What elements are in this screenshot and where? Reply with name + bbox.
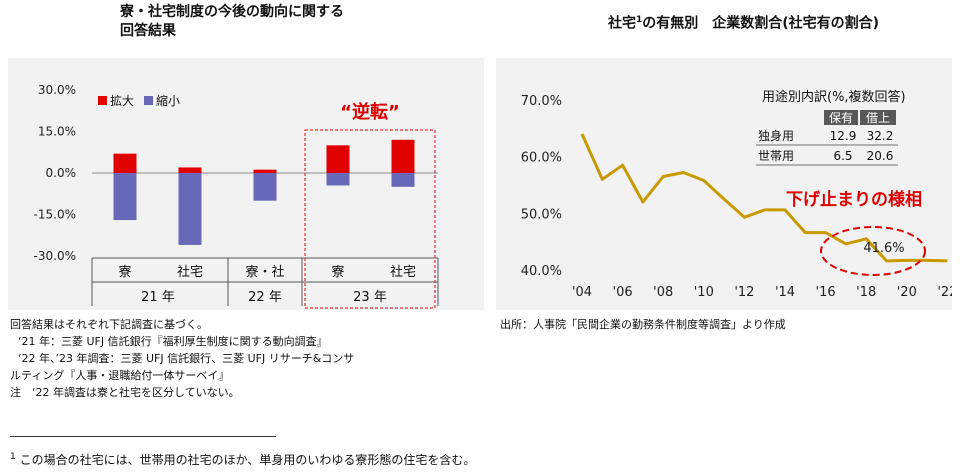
bar-expand: [391, 139, 415, 173]
category-label: 社宅: [390, 264, 416, 280]
note-line: 注 ‘22 年調査は寮と社宅を区分していない。: [10, 386, 240, 399]
inset-row-label: 独身用: [758, 128, 794, 143]
line-chart: 70.0% 60.0% 50.0% 40.0% '04 '06 '08 '10 '12 '14 '1…: [521, 89, 958, 300]
inset-title: 用途別内訳(%,複数回答): [762, 89, 906, 105]
reversal-annotation: “逆転”: [340, 101, 400, 123]
legend-label-shrink: 縮小: [156, 93, 180, 108]
group-label: 23 年: [353, 290, 387, 305]
bar-shrink: [113, 173, 137, 221]
floor-annotation: 下げ止まりの様相: [786, 189, 922, 210]
right-title-footnote-mark: 1: [636, 15, 643, 25]
bar-shrink: [178, 173, 202, 245]
inset-value: 6.5: [833, 149, 852, 163]
y-tick-label: -15.0%: [34, 208, 76, 222]
x-tick-label: '12: [734, 285, 754, 300]
bar-shrink: [253, 173, 277, 201]
right-title-main: 社宅: [608, 15, 636, 32]
x-tick-label: '18: [856, 285, 876, 300]
x-tick-label: '10: [694, 285, 714, 300]
y-tick-label: 40.0%: [521, 264, 562, 279]
bar-shrink: [391, 173, 415, 187]
bar-expand: [326, 145, 350, 173]
left-notes: 回答結果はそれぞれ下記調査に基づく。 ‘21 年：三菱 UFJ 信託銀行『福利厚…: [10, 316, 354, 401]
y-tick-label: 70.0%: [521, 94, 562, 109]
y-tick-label: 50.0%: [521, 207, 562, 222]
category-label: 寮: [118, 264, 131, 280]
y-tick-label: 0.0%: [46, 166, 77, 180]
inset-header-cell: [824, 110, 858, 125]
highlight-box-2023: [304, 129, 436, 309]
y-tick-label: 60.0%: [521, 151, 562, 166]
inset-value: 12.9: [830, 129, 857, 143]
x-tick-label: '16: [816, 285, 836, 300]
footnote-text: この場合の社宅には、世帯用の社宅のほか、単身用のいわゆる寮形態の住宅を含む。: [19, 453, 476, 467]
legend-swatch-expand: [98, 96, 107, 105]
inset-value: 20.6: [867, 149, 894, 163]
bar-shrink: [326, 173, 350, 186]
category-label: 寮・社: [245, 264, 284, 280]
x-tick-label: '08: [653, 285, 673, 300]
x-tick-label: '20: [897, 285, 917, 300]
legend-swatch-shrink: [144, 96, 153, 105]
note-line: ‘21 年：三菱 UFJ 信託銀行『福利厚生制度に関する動向調査』: [18, 335, 328, 348]
x-tick-label: '04: [572, 285, 592, 300]
right-chart-title: 社宅1の有無別 企業数割合(社宅有の割合): [608, 11, 879, 34]
y-tick-label: 30.0%: [38, 83, 76, 97]
group-label: 22 年: [248, 290, 282, 305]
category-label: 社宅: [177, 264, 203, 280]
inset-header-cell: [860, 110, 896, 125]
x-tick-label: '06: [613, 285, 633, 300]
bar-expand: [178, 167, 202, 173]
inset-col-header: 保有: [829, 111, 853, 125]
inset-row-label: 世帯用: [758, 149, 794, 163]
left-chart-title-line2: 回答結果: [120, 23, 176, 39]
category-label: 寮: [331, 264, 344, 280]
note-line: ルティング『人事・退職給付一体サーベイ』: [10, 369, 230, 382]
legend-label-expand: 拡大: [110, 94, 134, 108]
source-note: 出所：人事院「民間企業の勤務条件制度等調査」より作成: [500, 318, 786, 331]
x-tick-label: '22: [937, 285, 952, 300]
x-tick-label: '14: [775, 285, 795, 300]
footnote-divider: [10, 436, 276, 437]
group-label: 21 年: [141, 290, 175, 305]
inset-value: 32.2: [867, 129, 894, 143]
right-chart-area: 70.0% 60.0% 50.0% 40.0% '04 '06 '08 '10 '12 '14 '1…: [496, 58, 958, 310]
left-chart-title-line1: 寮・社宅制度の今後の動向に関する: [120, 4, 344, 20]
highlight-ellipse: [820, 226, 926, 276]
inset-col-header: 借上: [866, 111, 890, 125]
footnote-mark: 1: [10, 452, 16, 462]
y-tick-label: -30.0%: [34, 249, 76, 263]
note-line: 回答結果はそれぞれ下記調査に基づく。: [10, 318, 208, 331]
footnote: 1 この場合の社宅には、世帯用の社宅のほか、単身用のいわゆる寮形態の住宅を含む。: [10, 451, 475, 468]
note-line: ‘22 年、’23 年調査：三菱 UFJ 信託銀行、三菱 UFJ リサーチ&コン…: [18, 352, 355, 365]
right-title-rest: の有無別 企業数割合(社宅有の割合): [642, 15, 880, 32]
bar-expand: [113, 153, 137, 173]
bar-expand: [253, 169, 277, 173]
last-value-label: 41.6%: [863, 241, 904, 256]
series-line: [580, 133, 948, 263]
y-tick-label: 15.0%: [38, 125, 76, 139]
